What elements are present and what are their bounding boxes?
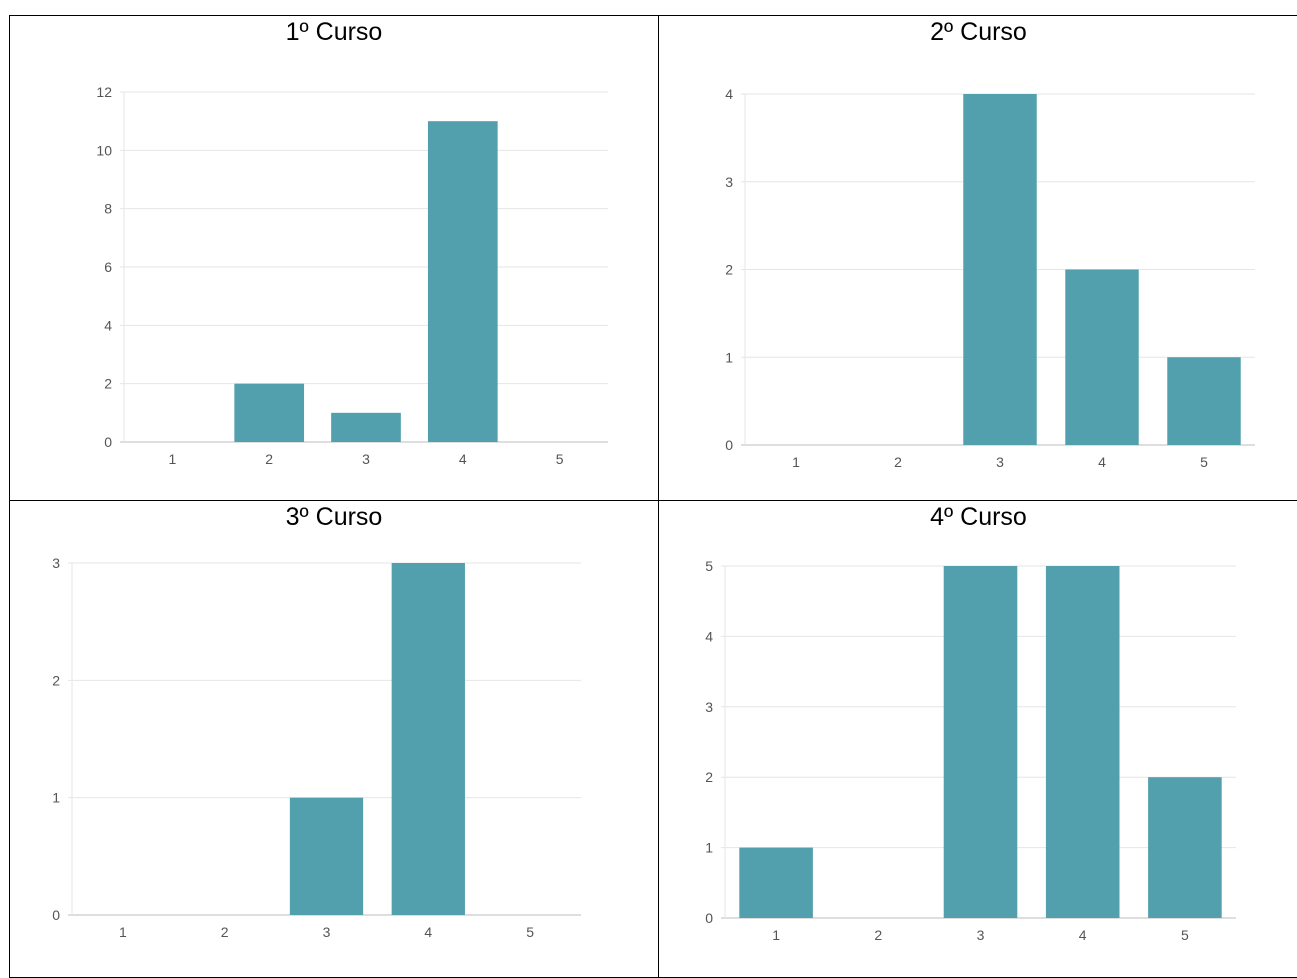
y-tick-label: 1: [52, 790, 60, 806]
x-tick-label: 2: [894, 454, 902, 470]
bar: [739, 848, 813, 918]
x-tick-label: 5: [1200, 454, 1208, 470]
x-tick-label: 5: [1181, 927, 1189, 943]
x-tick-label: 5: [556, 451, 564, 467]
bar-chart-2-curso: 0 1 2 3 4 1 2 3 4 5: [659, 16, 1297, 500]
x-tick-label: 4: [1098, 454, 1106, 470]
bar: [1148, 777, 1222, 918]
y-tick-label: 3: [52, 555, 60, 571]
x-tick-label: 5: [526, 924, 534, 940]
bar: [392, 563, 465, 915]
bar: [1167, 357, 1240, 445]
y-tick-label: 4: [104, 317, 112, 333]
y-tick-label: 6: [104, 259, 112, 275]
x-tick-label: 2: [221, 924, 229, 940]
y-tick-label: 10: [96, 142, 112, 158]
y-tick-label: 4: [725, 86, 733, 102]
bar: [428, 121, 498, 442]
x-tick-label: 1: [119, 924, 127, 940]
x-tick-label: 3: [996, 454, 1004, 470]
y-tick-label: 4: [705, 628, 713, 644]
bar: [963, 94, 1036, 445]
x-tick-label: 1: [772, 927, 780, 943]
x-tick-label: 2: [874, 927, 882, 943]
y-tick-label: 2: [52, 672, 60, 688]
x-tick-label: 3: [362, 451, 370, 467]
bar: [234, 384, 304, 442]
x-tick-label: 4: [424, 924, 432, 940]
x-tick-label: 4: [459, 451, 467, 467]
y-tick-label: 0: [725, 437, 733, 453]
y-tick-label: 2: [725, 262, 733, 278]
y-tick-label: 0: [104, 434, 112, 450]
x-tick-label: 3: [977, 927, 985, 943]
x-tick-label: 1: [169, 451, 177, 467]
bar-chart-4-curso: 0 1 2 3 4 5 1 2 3 4 5: [659, 501, 1297, 977]
bar-chart-3-curso: 0 1 2 3 1 2 3 4 5: [10, 501, 658, 977]
y-tick-label: 1: [705, 840, 713, 856]
y-tick-label: 0: [705, 910, 713, 926]
y-tick-label: 3: [725, 174, 733, 190]
y-tick-label: 1: [725, 349, 733, 365]
x-tick-label: 2: [265, 451, 273, 467]
bar: [1065, 270, 1138, 446]
y-tick-label: 2: [705, 769, 713, 785]
y-tick-label: 3: [705, 699, 713, 715]
bar: [944, 566, 1018, 918]
y-tick-label: 8: [104, 201, 112, 217]
y-tick-label: 12: [96, 84, 112, 100]
bar: [290, 798, 363, 915]
y-tick-label: 5: [705, 558, 713, 574]
y-tick-label: 0: [52, 907, 60, 923]
x-tick-label: 3: [323, 924, 331, 940]
y-tick-label: 2: [104, 376, 112, 392]
bar: [1046, 566, 1120, 918]
x-tick-label: 1: [792, 454, 800, 470]
x-tick-label: 4: [1079, 927, 1087, 943]
bar: [331, 413, 401, 442]
